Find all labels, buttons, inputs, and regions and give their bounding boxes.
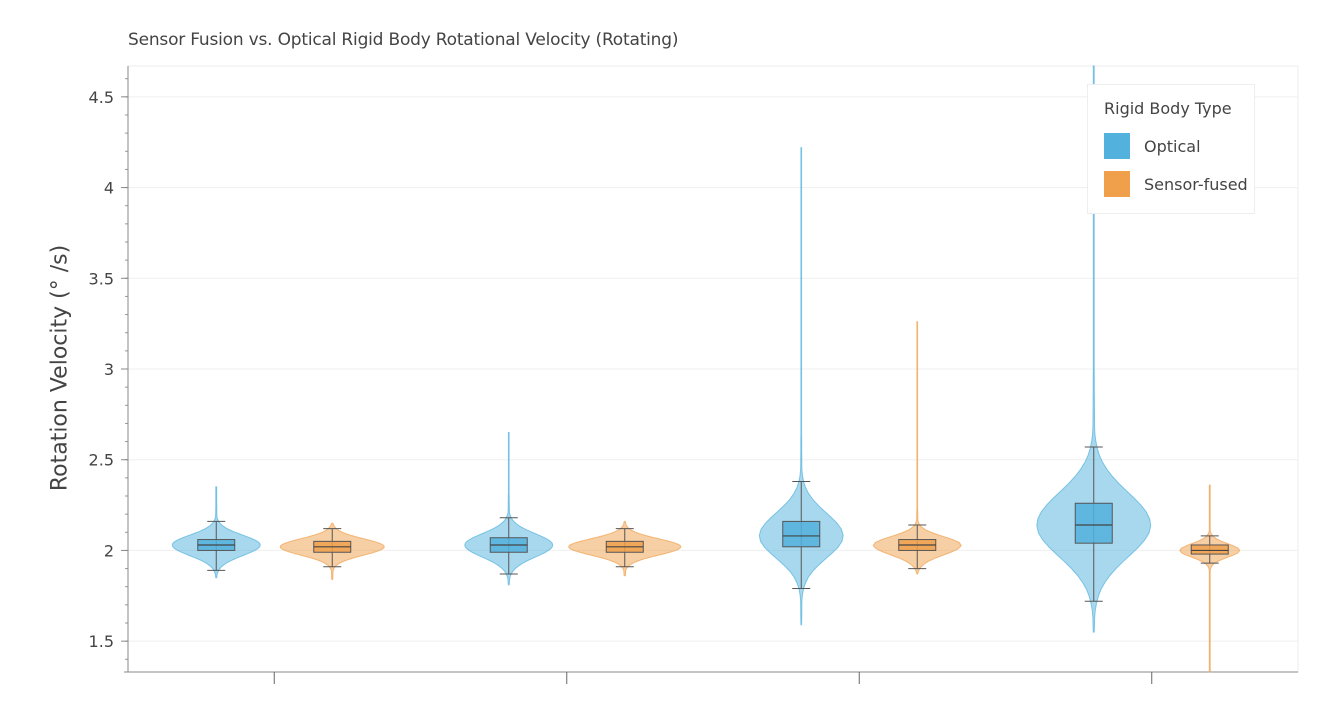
y-tick-label: 3.5 <box>89 269 114 288</box>
y-tick-label: 4.5 <box>89 88 114 107</box>
legend-title: Rigid Body Type <box>1104 99 1232 118</box>
legend-item-sensor-fused: Sensor-fused <box>1104 171 1248 197</box>
violin-sensor-fused <box>1179 484 1241 673</box>
y-tick-label: 2 <box>104 541 114 560</box>
box-optical <box>1074 502 1113 544</box>
box-optical <box>782 520 821 548</box>
legend-label-optical: Optical <box>1144 136 1201 156</box>
y-tick-label: 1.5 <box>89 632 114 651</box>
y-tick-label: 2.5 <box>89 451 114 470</box>
y-tick-label: 4 <box>104 179 114 198</box>
legend-swatch-optical <box>1104 133 1130 159</box>
violin-optical <box>1036 65 1152 633</box>
legend-item-optical: Optical <box>1104 133 1201 159</box>
chart-title: Sensor Fusion vs. Optical Rigid Body Rot… <box>128 30 679 50</box>
violin-sensor-fused <box>872 321 962 575</box>
legend-swatch-sensor-fused <box>1104 171 1130 197</box>
y-tick-label: 3 <box>104 360 114 379</box>
violin-optical <box>758 147 844 626</box>
box-sensor-fused <box>1190 544 1229 555</box>
legend: Rigid Body Type Optical Sensor-fused <box>1087 84 1255 214</box>
legend-label-sensor-fused: Sensor-fused <box>1144 174 1248 194</box>
violin-optical <box>464 432 554 586</box>
